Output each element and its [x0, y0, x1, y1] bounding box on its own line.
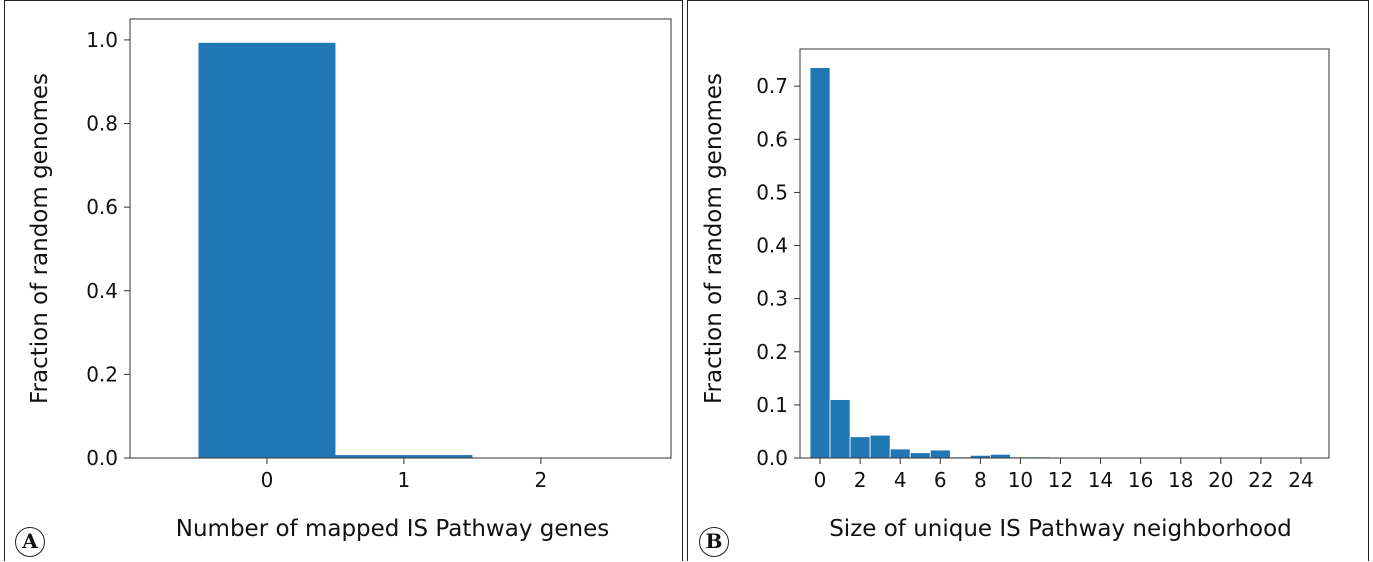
y-tick-label: 0.4 — [86, 279, 118, 303]
bar-0 — [198, 42, 336, 459]
y-tick-label: 0.3 — [756, 287, 788, 311]
bar-3 — [869, 434, 891, 459]
y-tick-label: 0.0 — [86, 446, 118, 470]
bar-9 — [989, 453, 1011, 459]
x-tick-label: 8 — [974, 468, 987, 492]
y-tick-label: 0.6 — [756, 127, 788, 151]
y-tick-label: 0.6 — [86, 195, 118, 219]
bar-1 — [829, 399, 851, 459]
x-tick-label: 24 — [1288, 468, 1313, 492]
x-tick-label: 6 — [934, 468, 947, 492]
plot-frame — [129, 18, 672, 459]
x-tick-label: 12 — [1048, 468, 1073, 492]
x-tick-label: 4 — [894, 468, 907, 492]
x-tick-label: 20 — [1208, 468, 1233, 492]
y-tick-label: 0.0 — [756, 446, 788, 470]
bar-1 — [335, 455, 473, 458]
x-tick-label: 22 — [1248, 468, 1273, 492]
y-tick-label: 0.5 — [756, 180, 788, 204]
panel-a-label: A — [15, 527, 45, 557]
bar-4 — [889, 448, 911, 459]
x-axis-label: Number of mapped IS Pathway genes — [176, 516, 609, 542]
bar-5 — [909, 452, 931, 459]
panel-b-label: B — [699, 527, 729, 557]
x-tick-label: 1 — [398, 468, 411, 492]
x-tick-label: 2 — [854, 468, 867, 492]
bar-0 — [809, 67, 831, 459]
y-axis-label: Fraction of random genomes — [701, 73, 727, 404]
y-tick-label: 0.1 — [756, 393, 788, 417]
chart-b: 0.00.10.20.30.40.50.60.70 2 4 6 8 10 12 14 16 18 2… — [701, 48, 1330, 542]
x-tick-label: 2 — [535, 468, 548, 492]
y-tick-label: 0.4 — [756, 234, 788, 258]
plot-frame — [799, 48, 1330, 459]
y-tick-label: 0.2 — [756, 340, 788, 364]
y-tick-label: 0.7 — [756, 74, 788, 98]
bar-2 — [849, 436, 871, 459]
chart-a: 0.0 0.2 0.4 0.6 0.8 1.0 0 1 2 Number of mapped IS… — [27, 18, 672, 542]
x-axis-label: Size of unique IS Pathway neighborhood — [829, 516, 1292, 542]
y-axis-label: Fraction of random genomes — [27, 73, 53, 404]
panel-b: 0.0 0.1 0.2 0.3 0.4 0.5 0.6 0.7 0 2 4 6 8 10 12 14 16 18 2… — [687, 0, 1369, 561]
y-tick-label: 1.0 — [86, 28, 118, 52]
bar-6 — [929, 449, 951, 459]
panel-a: 0.0 0.2 0.4 0.6 0.8 1.0 0 1 2 Number of mapped IS… — [4, 0, 683, 561]
y-tick-label: 0.8 — [86, 112, 118, 136]
x-tick-label: 14 — [1088, 468, 1113, 492]
x-tick-label: 0 — [261, 468, 274, 492]
x-tick-label: 10 — [1008, 468, 1033, 492]
x-tick-label: 0 — [814, 468, 827, 492]
x-tick-label: 16 — [1128, 468, 1153, 492]
y-tick-label: 0.2 — [86, 362, 118, 386]
x-tick-label: 18 — [1168, 468, 1193, 492]
